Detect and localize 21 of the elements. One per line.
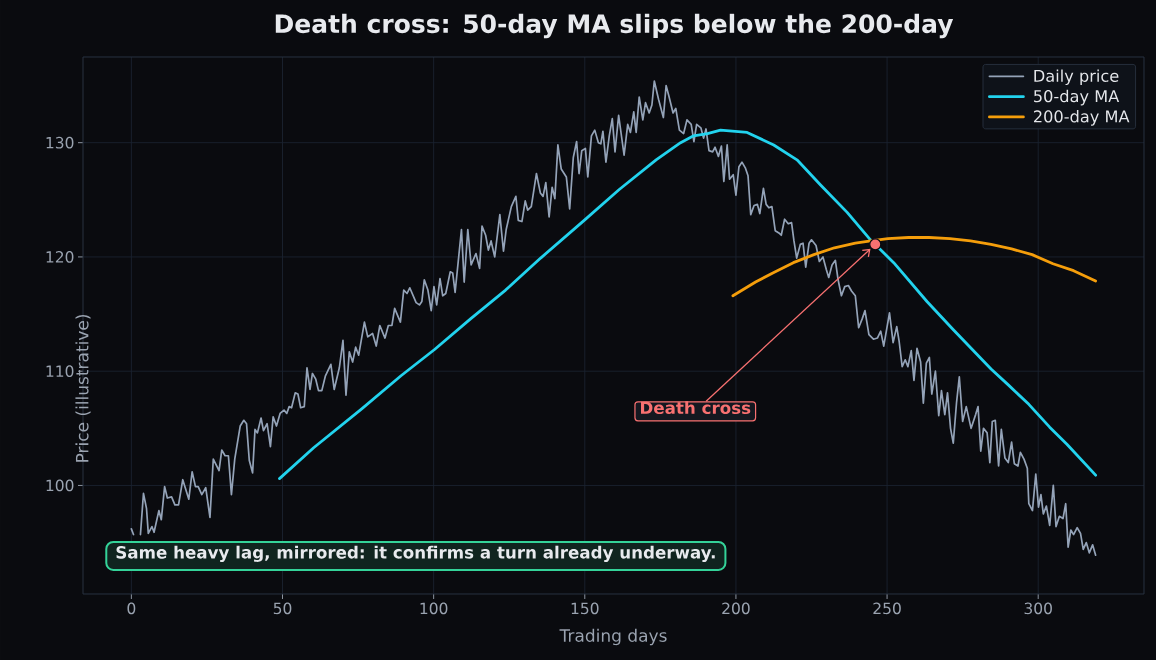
x-tick-label: 50	[273, 602, 292, 615]
x-tick-label: 100	[420, 602, 448, 615]
annotation: Death cross	[641, 401, 751, 415]
line-series	[278, 128, 1098, 480]
legend-label: 50-day MA	[1034, 89, 1120, 106]
y-axis-title: Price (illustrative)	[75, 314, 91, 462]
legend-label: Daily price	[1034, 69, 1119, 86]
annotation: Same heavy lag, mirrored: it confirms a turn already underway.	[116, 545, 715, 562]
x-tick-label: 200	[722, 602, 750, 615]
chart-title: Death cross: 50-day MA slips below the 200-day	[275, 13, 954, 39]
line-series	[731, 236, 1098, 298]
y-tick-label: 110	[46, 365, 74, 378]
y-tick-label: 100	[46, 479, 74, 492]
y-tick-label: 130	[46, 136, 74, 149]
x-tick-label: 300	[1024, 602, 1052, 615]
y-tick-label: 120	[46, 251, 74, 263]
x-tick-label: 0	[127, 602, 136, 615]
x-tick-label: 150	[571, 602, 599, 615]
x-axis-title: Trading days	[559, 628, 667, 646]
x-tick-label: 250	[873, 602, 901, 615]
legend-label: 200-day MA	[1034, 110, 1130, 126]
